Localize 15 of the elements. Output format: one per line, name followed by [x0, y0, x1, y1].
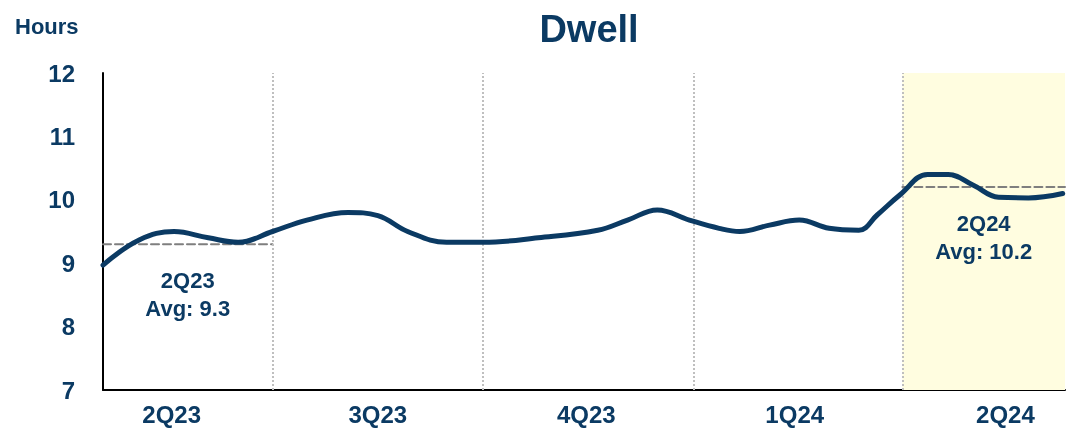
- chart-title: Dwell: [539, 8, 639, 50]
- y-tick-label: 11: [49, 122, 75, 150]
- y-tick-label: 12: [48, 59, 75, 87]
- y-tick-label: 7: [61, 376, 75, 404]
- y-axis-title: Hours: [15, 13, 79, 39]
- annotation: 2Q23 Avg: 9.3: [145, 267, 231, 321]
- annotation: 2Q24 Avg: 10.2: [935, 210, 1033, 264]
- x-tick-label: 3Q23: [348, 400, 408, 428]
- y-tick-label: 10: [48, 186, 75, 214]
- x-tick-label: 1Q24: [765, 400, 825, 428]
- y-tick-label: 8: [61, 313, 75, 341]
- x-tick-label: 4Q23: [556, 400, 616, 428]
- y-tick-label: 9: [61, 249, 75, 277]
- x-tick-label: 2Q24: [976, 400, 1036, 428]
- x-tick-label: 2Q23: [142, 400, 202, 428]
